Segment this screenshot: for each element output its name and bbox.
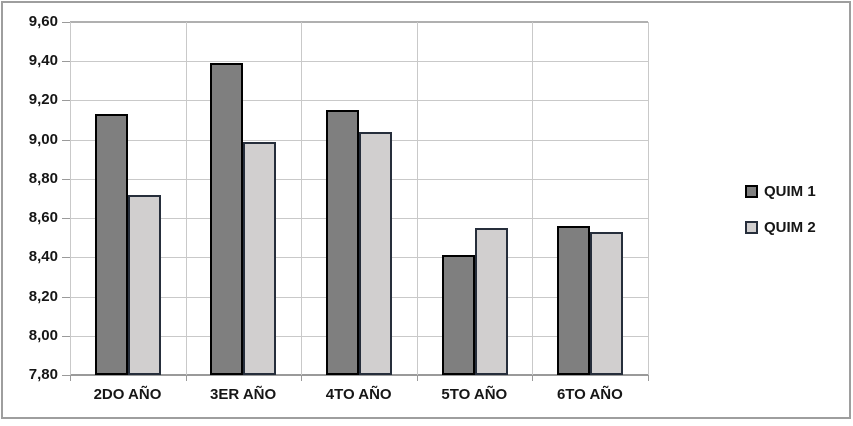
legend-label: QUIM 2 (764, 219, 816, 236)
y-axis-label: 9,40 (28, 52, 58, 70)
y-axis-tick (62, 61, 70, 63)
legend-item: QUIM 1 (745, 183, 816, 200)
x-axis-label: 4TO AÑO (325, 386, 392, 403)
y-axis-label: 9,60 (28, 13, 58, 30)
bar-quim2 (590, 231, 624, 375)
x-axis-label: 2DO AÑO (93, 386, 162, 403)
x-axis-tick (185, 375, 187, 381)
gridline-vertical (185, 22, 187, 375)
bar-quim1 (557, 225, 591, 375)
x-axis-tick (648, 375, 649, 381)
y-axis-label: 8,40 (28, 248, 58, 266)
y-axis-tick (62, 375, 70, 376)
gridline-horizontal (70, 61, 648, 63)
y-axis-label: 8,00 (28, 326, 58, 344)
bar-quim2 (359, 131, 392, 375)
bar-quim1 (326, 110, 359, 375)
bar-quim1 (210, 63, 244, 375)
x-axis-tick (416, 375, 418, 381)
legend-label: QUIM 1 (764, 183, 816, 200)
x-axis-label: 5TO AÑO (441, 386, 508, 403)
x-axis-tick (301, 375, 303, 381)
y-axis-tick (62, 22, 70, 23)
y-axis-label: 7,80 (28, 366, 58, 383)
bar-quim2 (127, 194, 161, 375)
bar-quim1 (94, 114, 128, 375)
gridline-vertical (648, 22, 649, 375)
y-axis-label: 9,00 (28, 130, 58, 148)
legend-marker-quim2-icon (745, 221, 758, 234)
legend: QUIM 1 QUIM 2 (745, 183, 816, 255)
y-axis-tick (62, 100, 70, 102)
gridline-vertical (532, 22, 534, 375)
gridline-horizontal (70, 100, 648, 102)
y-axis-tick (62, 296, 70, 298)
x-axis-label: 3ER AÑO (210, 386, 277, 403)
x-axis-tick (532, 375, 534, 381)
y-axis-tick (62, 335, 70, 337)
y-axis-label: 8,60 (28, 209, 58, 227)
y-axis-tick (62, 257, 70, 259)
y-axis-label: 8,20 (28, 287, 58, 305)
gridline-vertical (301, 22, 303, 375)
bar-quim2 (243, 141, 277, 375)
bar-quim1 (441, 255, 475, 375)
legend-marker-quim1-icon (745, 185, 758, 198)
gridline-vertical (416, 22, 418, 375)
y-axis-tick (62, 139, 70, 141)
y-axis-label: 8,80 (28, 169, 58, 187)
legend-item: QUIM 2 (745, 219, 816, 236)
gridline-horizontal (70, 21, 648, 23)
x-axis-tick (70, 375, 71, 381)
y-axis-tick (62, 218, 70, 220)
y-axis-label: 9,20 (28, 91, 58, 109)
x-axis-label: 6TO AÑO (556, 386, 623, 403)
y-axis-tick (62, 178, 70, 180)
x-axis-line (70, 374, 648, 376)
bar-quim2 (474, 227, 508, 375)
gridline-vertical (70, 22, 71, 375)
